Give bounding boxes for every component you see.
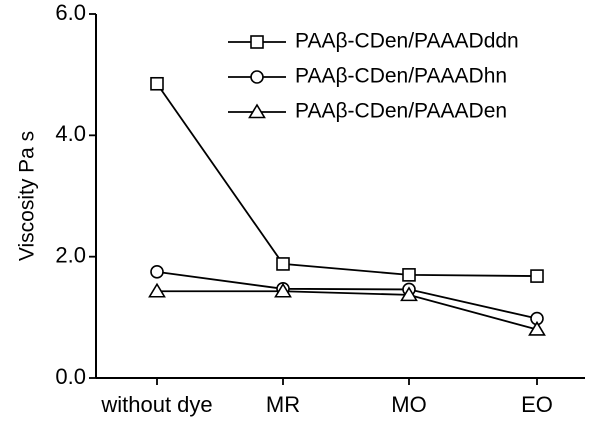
data-point-triangle xyxy=(400,286,418,302)
legend-label: PAAβ-CDen/PAAADddn xyxy=(295,30,519,53)
x-tick-label: EO xyxy=(521,392,553,417)
data-point-square xyxy=(530,269,544,283)
data-point-square xyxy=(402,268,416,282)
data-point-triangle xyxy=(148,282,166,298)
series-line xyxy=(156,83,538,277)
series-line xyxy=(156,270,538,320)
legend-marker-triangle xyxy=(248,103,266,119)
legend-marker-square xyxy=(250,35,264,49)
series-triangle xyxy=(148,282,546,336)
y-tick-label: 2.0 xyxy=(55,242,86,267)
x-tick-label: MO xyxy=(391,392,426,417)
legend-entry: PAAβ-CDen/PAAADen xyxy=(228,100,507,123)
x-tick-label: MR xyxy=(266,392,300,417)
y-axis-title: Viscosity Pa s xyxy=(16,131,39,261)
y-tick-label: 6.0 xyxy=(55,0,86,25)
data-point-circle xyxy=(150,265,164,279)
y-tick-label: 4.0 xyxy=(55,121,86,146)
x-ticks: without dye MR MO EO xyxy=(100,378,553,417)
legend: PAAβ-CDen/PAAADddn PAAβ-CDen/PAAADhn PAAβ-… xyxy=(228,30,519,123)
axes xyxy=(95,14,585,379)
x-tick-label: without dye xyxy=(100,392,212,417)
data-point-triangle xyxy=(528,320,546,336)
legend-marker-circle xyxy=(250,70,264,84)
series-square xyxy=(150,76,544,283)
series-line xyxy=(157,290,538,331)
data-point-triangle xyxy=(274,282,292,298)
data-point-square xyxy=(276,257,290,271)
y-ticks: 0.0 2.0 4.0 6.0 xyxy=(55,0,96,389)
legend-label: PAAβ-CDen/PAAADen xyxy=(295,100,507,123)
data-point-square xyxy=(150,76,164,91)
legend-entry: PAAβ-CDen/PAAADhn xyxy=(228,65,507,88)
legend-entry: PAAβ-CDen/PAAADddn xyxy=(228,30,519,53)
series-layer xyxy=(148,76,546,336)
y-tick-label: 0.0 xyxy=(55,364,86,389)
legend-label: PAAβ-CDen/PAAADhn xyxy=(295,65,507,88)
